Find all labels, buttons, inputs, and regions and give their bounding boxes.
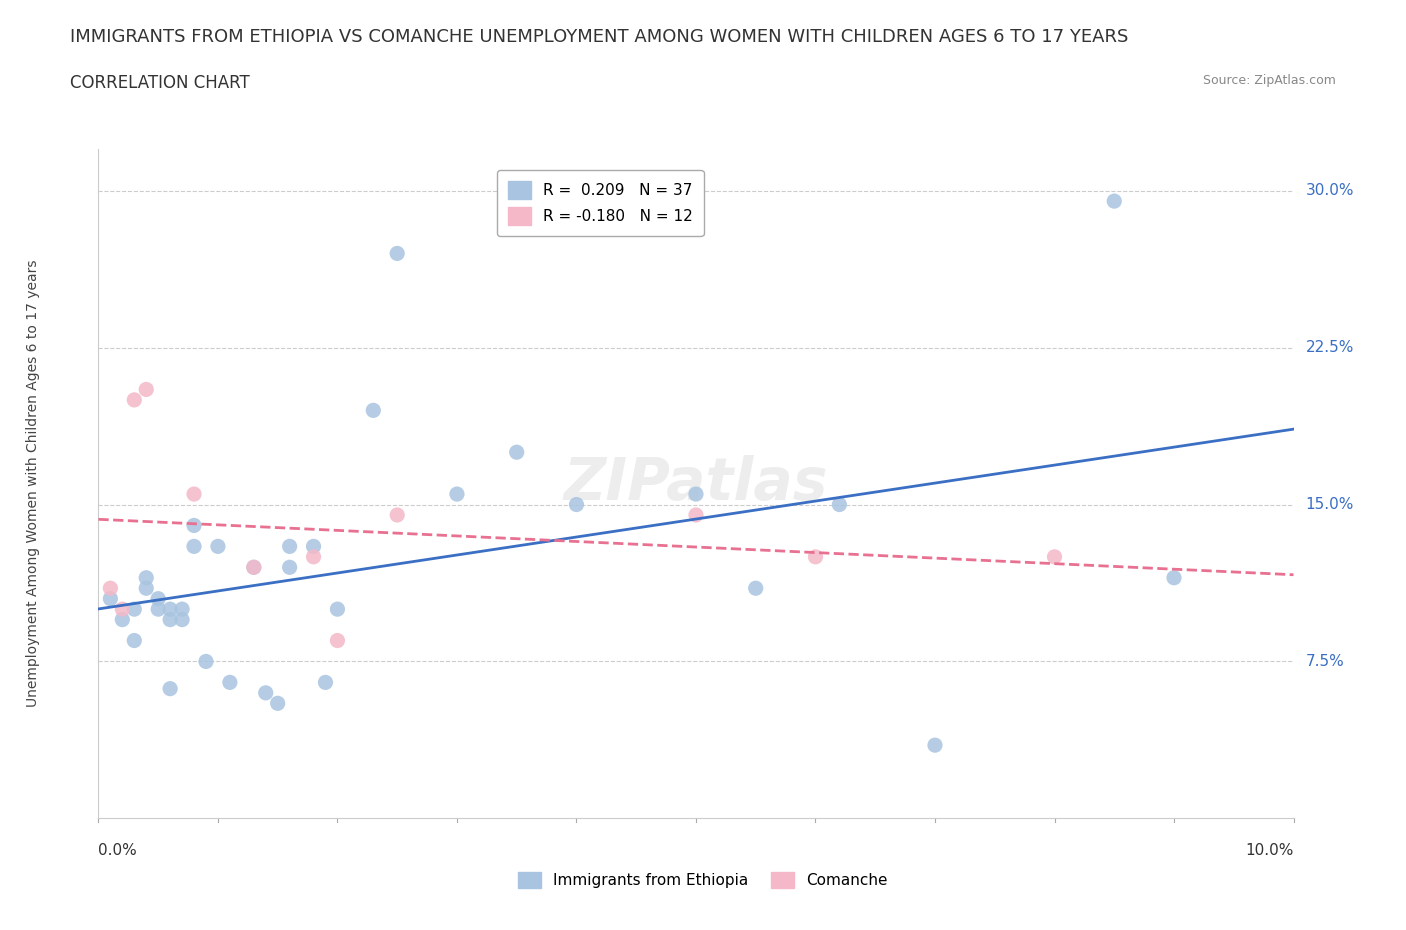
Immigrants from Ethiopia xyxy=(924,737,946,752)
Comanche xyxy=(135,382,157,397)
Comanche xyxy=(804,550,827,565)
Immigrants from Ethiopia xyxy=(267,696,290,711)
Comanche xyxy=(98,580,122,596)
Text: CORRELATION CHART: CORRELATION CHART xyxy=(70,74,250,92)
Immigrants from Ethiopia xyxy=(111,612,134,627)
Immigrants from Ethiopia xyxy=(326,602,349,617)
Comanche xyxy=(685,508,707,523)
Immigrants from Ethiopia xyxy=(124,602,146,617)
Immigrants from Ethiopia xyxy=(183,539,205,554)
Text: Unemployment Among Women with Children Ages 6 to 17 years: Unemployment Among Women with Children A… xyxy=(25,259,39,708)
Immigrants from Ethiopia xyxy=(363,403,385,418)
Immigrants from Ethiopia xyxy=(124,633,146,648)
Immigrants from Ethiopia xyxy=(243,560,266,575)
Immigrants from Ethiopia xyxy=(745,580,768,596)
Immigrants from Ethiopia xyxy=(278,560,301,575)
Comanche xyxy=(1043,550,1066,565)
Text: ZIPatlas: ZIPatlas xyxy=(564,455,828,512)
Text: Source: ZipAtlas.com: Source: ZipAtlas.com xyxy=(1202,74,1336,87)
Immigrants from Ethiopia xyxy=(98,591,122,606)
Immigrants from Ethiopia xyxy=(506,445,529,459)
Legend: R =  0.209   N = 37, R = -0.180   N = 12: R = 0.209 N = 37, R = -0.180 N = 12 xyxy=(498,170,703,236)
Immigrants from Ethiopia xyxy=(194,654,218,669)
Comanche xyxy=(243,560,266,575)
Comanche xyxy=(124,392,146,407)
Immigrants from Ethiopia xyxy=(159,602,181,617)
Text: 30.0%: 30.0% xyxy=(1306,183,1354,198)
Comanche xyxy=(111,602,134,617)
Immigrants from Ethiopia xyxy=(565,498,588,512)
Legend: Immigrants from Ethiopia, Comanche: Immigrants from Ethiopia, Comanche xyxy=(512,866,894,895)
Comanche xyxy=(302,550,325,565)
Comanche xyxy=(385,508,409,523)
Text: IMMIGRANTS FROM ETHIOPIA VS COMANCHE UNEMPLOYMENT AMONG WOMEN WITH CHILDREN AGES: IMMIGRANTS FROM ETHIOPIA VS COMANCHE UNE… xyxy=(70,28,1129,46)
Immigrants from Ethiopia xyxy=(207,539,229,554)
Immigrants from Ethiopia xyxy=(1104,193,1126,208)
Immigrants from Ethiopia xyxy=(385,246,409,261)
Immigrants from Ethiopia xyxy=(159,681,181,696)
Immigrants from Ethiopia xyxy=(172,602,194,617)
Immigrants from Ethiopia xyxy=(172,612,194,627)
Immigrants from Ethiopia xyxy=(219,675,242,690)
Immigrants from Ethiopia xyxy=(315,675,337,690)
Immigrants from Ethiopia xyxy=(148,602,170,617)
Immigrants from Ethiopia xyxy=(446,486,468,501)
Immigrants from Ethiopia xyxy=(302,539,325,554)
Comanche xyxy=(183,486,205,501)
Immigrants from Ethiopia xyxy=(685,486,707,501)
Immigrants from Ethiopia xyxy=(828,498,851,512)
Text: 7.5%: 7.5% xyxy=(1306,654,1344,669)
Immigrants from Ethiopia xyxy=(278,539,301,554)
Text: 15.0%: 15.0% xyxy=(1306,497,1354,512)
Immigrants from Ethiopia xyxy=(135,580,157,596)
Text: 22.5%: 22.5% xyxy=(1306,340,1354,355)
Immigrants from Ethiopia xyxy=(254,685,277,700)
Immigrants from Ethiopia xyxy=(159,612,181,627)
Text: 10.0%: 10.0% xyxy=(1246,844,1294,858)
Immigrants from Ethiopia xyxy=(1163,570,1185,585)
Immigrants from Ethiopia xyxy=(183,518,205,533)
Comanche xyxy=(326,633,349,648)
Immigrants from Ethiopia xyxy=(148,591,170,606)
Immigrants from Ethiopia xyxy=(135,570,157,585)
Text: 0.0%: 0.0% xyxy=(98,844,138,858)
